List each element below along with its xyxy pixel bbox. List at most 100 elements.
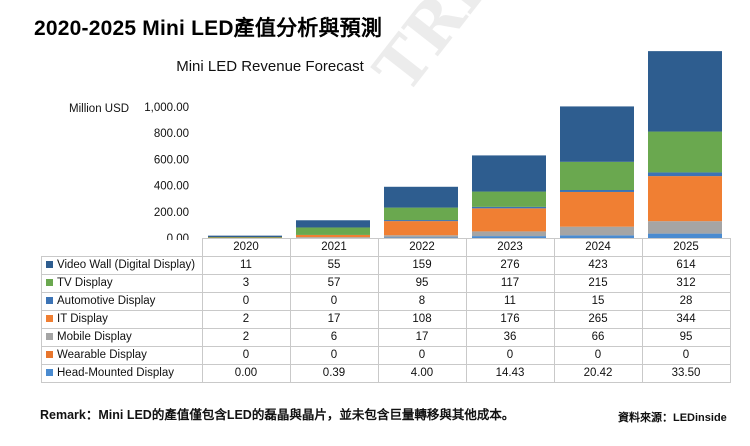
table-cell: 0	[641, 346, 731, 365]
table-cell: 0	[289, 292, 379, 311]
series-label: Wearable Display	[57, 349, 147, 361]
legend-swatch	[46, 297, 53, 304]
table-cell: 614	[641, 256, 731, 275]
table-row: IT Display 2 17 108 176 265 344	[41, 310, 731, 329]
bar-segment	[648, 221, 722, 234]
table-cell: 0	[465, 346, 555, 365]
table-cell: 33.50	[641, 364, 731, 383]
legend-entry: TV Display	[41, 274, 203, 293]
legend-swatch	[46, 369, 53, 376]
table-cell: 0	[553, 346, 643, 365]
series-label: IT Display	[57, 313, 108, 325]
table-cell: 95	[641, 328, 731, 347]
y-tick-label: 0.00	[167, 233, 189, 240]
table-cell: 312	[641, 274, 731, 293]
page-title: 2020-2025 Mini LED產值分析與預測	[34, 17, 383, 40]
bar-segment	[472, 206, 546, 209]
bar-segment	[384, 220, 458, 222]
table-cell: 95	[377, 274, 467, 293]
legend-entry: Wearable Display	[41, 346, 203, 365]
y-tick-label: 200.00	[154, 207, 189, 219]
table-cell: 17	[377, 328, 467, 347]
bar-segment	[296, 234, 370, 238]
table-cell: 11	[201, 256, 291, 275]
bar-segment	[472, 155, 546, 192]
legend-entry: Video Wall (Digital Display)	[41, 256, 203, 275]
table-cell: 344	[641, 310, 731, 329]
column-header: 2020	[201, 238, 291, 257]
bar-segment	[648, 233, 722, 238]
bar-segment	[648, 131, 722, 173]
table-cell: 276	[465, 256, 555, 275]
table-cell: 108	[377, 310, 467, 329]
table-cell: 66	[553, 328, 643, 347]
y-tick-label: 1,000.00	[144, 102, 189, 114]
bar-segment	[208, 237, 282, 238]
bar-segment	[296, 237, 370, 238]
legend-entry: Head-Mounted Display	[41, 364, 203, 383]
table-cell: 17	[289, 310, 379, 329]
table-row: Head-Mounted Display 0.00 0.39 4.00 14.4…	[41, 364, 731, 383]
table-cell: 0	[377, 346, 467, 365]
bar-segment	[472, 208, 546, 232]
legend-swatch	[46, 279, 53, 286]
bar-segment	[208, 235, 282, 238]
table-cell: 423	[553, 256, 643, 275]
table-cell: 176	[465, 310, 555, 329]
table-cell: 11	[465, 292, 555, 311]
table-cell: 2	[201, 328, 291, 347]
legend-entry: Mobile Display	[41, 328, 203, 347]
table-cell: 15	[553, 292, 643, 311]
table-cell: 2	[201, 310, 291, 329]
table-row: Wearable Display 0 0 0 0 0 0	[41, 346, 731, 365]
table-cell: 6	[289, 328, 379, 347]
table-cell: 36	[465, 328, 555, 347]
table-row: TV Display 3 57 95 117 215 312	[41, 274, 731, 293]
y-tick-label: 600.00	[154, 154, 189, 166]
bar-segment	[648, 51, 722, 132]
table-cell: 20.42	[553, 364, 643, 383]
table-cell: 4.00	[377, 364, 467, 383]
table-cell: 265	[553, 310, 643, 329]
table-cell: 3	[201, 274, 291, 293]
table-row: Mobile Display 2 6 17 36 66 95	[41, 328, 731, 347]
table-cell: 159	[377, 256, 467, 275]
bar-segment	[296, 227, 370, 235]
legend-entry: Automotive Display	[41, 292, 203, 311]
table-cell: 8	[377, 292, 467, 311]
bar-segment	[384, 235, 458, 238]
column-header: 2024	[553, 238, 643, 257]
series-label: Head-Mounted Display	[57, 367, 174, 379]
bar-segment	[560, 235, 634, 238]
table-row: Automotive Display 0 0 8 11 15 28	[41, 292, 731, 311]
bar-segment	[648, 172, 722, 177]
y-axis-label: Million USD	[69, 103, 129, 115]
table-cell: 28	[641, 292, 731, 311]
legend-swatch	[46, 351, 53, 358]
table-cell: 0	[201, 346, 291, 365]
bar-segment	[384, 221, 458, 236]
series-label: Mobile Display	[57, 331, 132, 343]
table-cell: 14.43	[465, 364, 555, 383]
table-cell: 57	[289, 274, 379, 293]
revenue-chart: Million USD 0.00 200.00 400.00 600.00 800.00…	[69, 51, 722, 240]
bar-segment	[560, 189, 634, 192]
y-tick-label: 400.00	[154, 181, 189, 193]
bar-segment	[648, 176, 722, 222]
bar-segment	[208, 237, 282, 239]
table-cell: 0	[289, 346, 379, 365]
legend-entry: IT Display	[41, 310, 203, 329]
bar-segment	[472, 236, 546, 238]
bar-segment	[560, 191, 634, 227]
bar-segment	[560, 106, 634, 162]
source-credit: 資料來源：LEDinside	[618, 412, 727, 424]
table-corner	[41, 238, 203, 257]
table-cell: 55	[289, 256, 379, 275]
bar-segment	[296, 220, 370, 228]
bar-segment	[384, 186, 458, 208]
column-header: 2025	[641, 238, 731, 257]
data-table: 2020 2021 2022 2023 2024 2025 Video Wall…	[41, 238, 731, 383]
legend-swatch	[46, 261, 53, 268]
series-label: Automotive Display	[57, 295, 156, 307]
bar-segment	[560, 226, 634, 236]
